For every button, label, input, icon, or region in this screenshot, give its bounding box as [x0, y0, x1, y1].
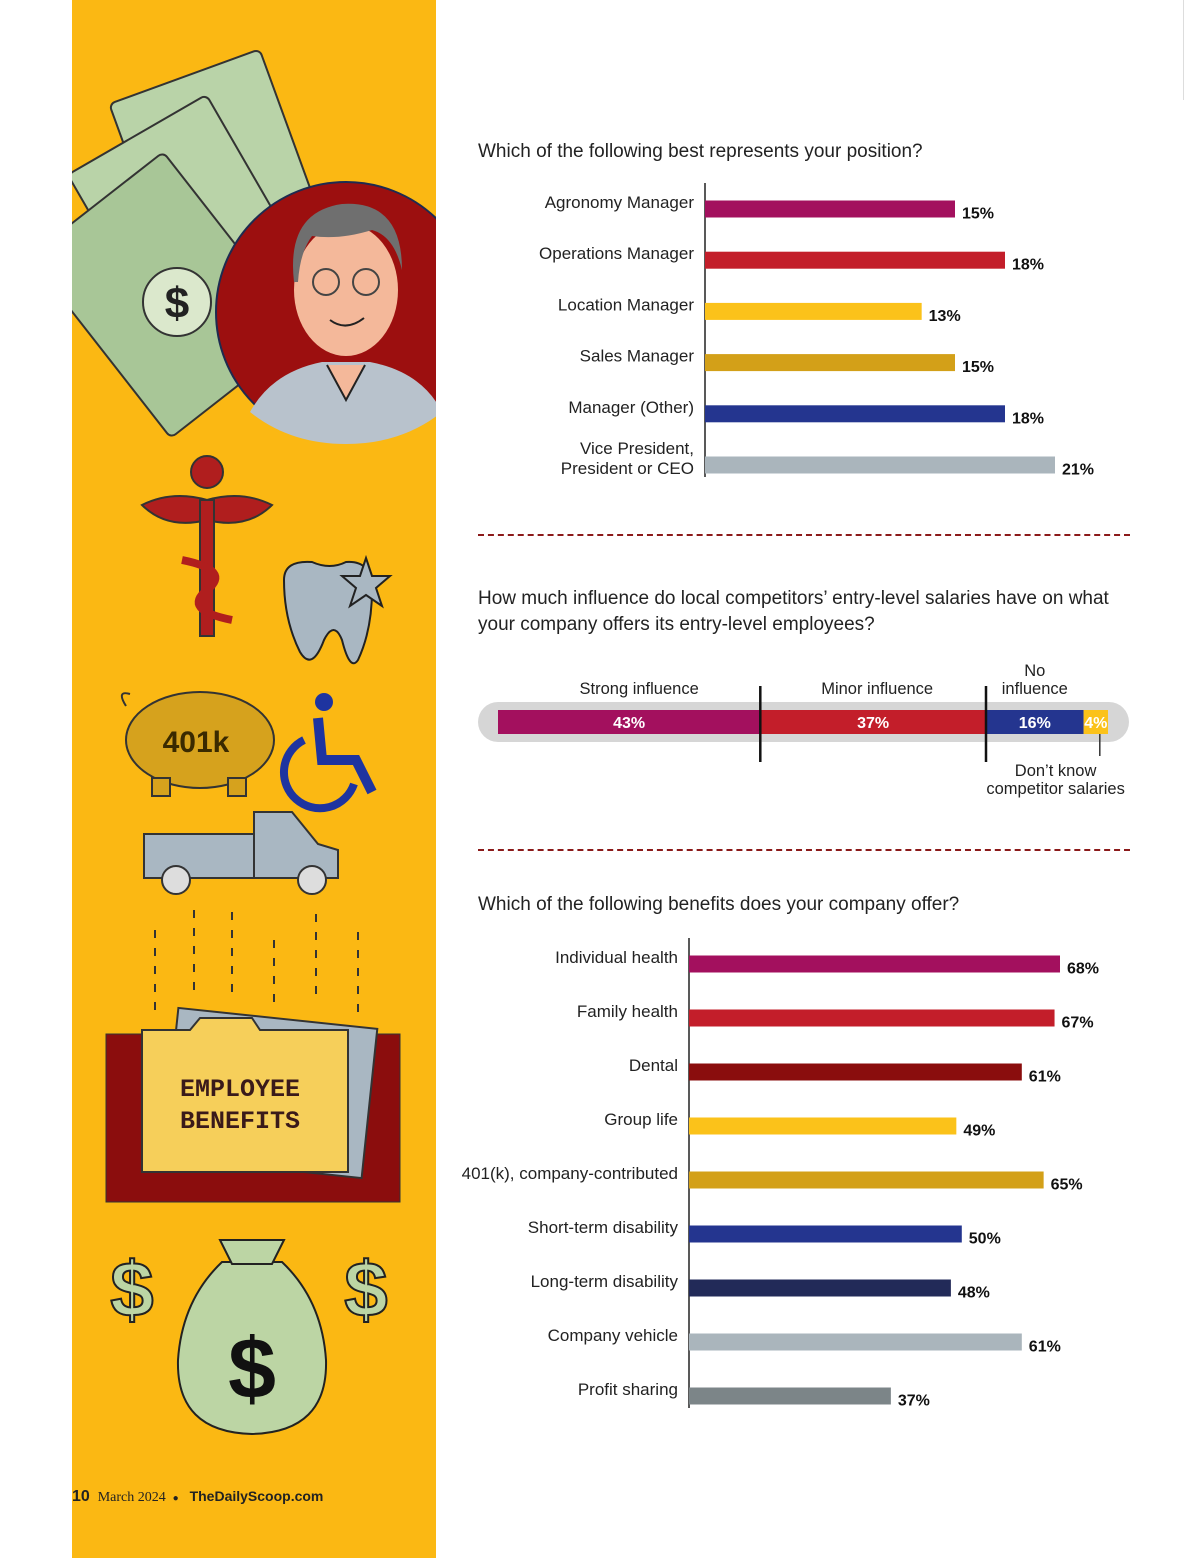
category-label: Company vehicle [548, 1326, 678, 1345]
value-label: 13% [929, 308, 961, 325]
value-label: 49% [963, 1123, 995, 1140]
segment [760, 710, 986, 734]
bar [689, 1387, 891, 1405]
category-label: Don’t know [1015, 762, 1097, 780]
segment [498, 710, 761, 734]
bar [705, 456, 1055, 474]
category-label: Individual health [555, 948, 678, 967]
pickup-truck-icon [143, 811, 339, 895]
bar [705, 200, 955, 218]
category-label: Family health [577, 1002, 678, 1021]
value-label: 15% [962, 206, 994, 223]
segment-value-label: 37% [857, 715, 889, 732]
footer-bullet: ● [172, 1493, 179, 1504]
category-label: competitor salaries [986, 780, 1124, 798]
wheelchair-accessibility-icon [279, 693, 377, 813]
category-label: 401(k), company-contributed [462, 1164, 678, 1183]
value-label: 68% [1067, 961, 1099, 978]
value-label: 61% [1029, 1339, 1061, 1356]
category-label: Strong influence [580, 680, 699, 698]
svg-text:$: $ [344, 1245, 387, 1333]
value-label: 61% [1029, 1069, 1061, 1086]
value-label: 21% [1062, 462, 1094, 479]
falling-lines-decoration [154, 910, 359, 1012]
benefits-bar-chart: Individual health 68% Family health 67% Dent… [462, 938, 1099, 1410]
svg-text:$: $ [110, 1245, 153, 1333]
issue-date: March 2024 [97, 1490, 166, 1505]
bar [689, 955, 1060, 973]
category-label: Sales Manager [580, 347, 695, 366]
category-label: Manager (Other) [568, 398, 694, 417]
svg-text:$: $ [228, 1321, 276, 1417]
value-label: 65% [1051, 1177, 1083, 1194]
segment-value-label: 16% [1019, 715, 1051, 732]
money-bag-icon: $ $ $ [109, 1239, 389, 1436]
question-position: Which of the following best represents y… [478, 141, 923, 162]
category-label: President or CEO [561, 459, 694, 478]
bar [705, 302, 922, 320]
category-label: Location Manager [558, 295, 694, 314]
segment-value-label: 4% [1084, 715, 1107, 732]
bar [689, 1009, 1055, 1027]
folder-label-line2: BENEFITS [180, 1107, 300, 1136]
value-label: 67% [1062, 1015, 1094, 1032]
category-label: Short-term disability [528, 1218, 679, 1237]
bar [689, 1117, 957, 1135]
category-label: No [1024, 662, 1045, 680]
category-label: Agronomy Manager [545, 193, 695, 212]
segment-value-label: 43% [613, 715, 645, 732]
person-avatar-icon [215, 181, 436, 444]
category-label: Operations Manager [539, 244, 694, 263]
benefits-illustration: $ 401k [72, 49, 436, 1436]
value-label: 50% [969, 1231, 1001, 1248]
bar [705, 405, 1005, 423]
category-label: Dental [629, 1056, 678, 1075]
category-label: Minor influence [821, 680, 933, 698]
bar [689, 1063, 1022, 1081]
bar [705, 251, 1005, 269]
employee-benefits-folder-icon: EMPLOYEE BENEFITS [105, 1006, 401, 1203]
caduceus-icon [140, 455, 274, 637]
value-label: 15% [962, 359, 994, 376]
bar [705, 354, 955, 372]
value-label: 18% [1012, 410, 1044, 427]
tooth-icon [282, 554, 393, 665]
category-label: Vice President, [580, 439, 694, 458]
category-label: Long-term disability [531, 1272, 679, 1291]
piggy-bank-401k-icon: 401k [120, 691, 275, 797]
category-label: Profit sharing [578, 1380, 678, 1399]
value-label: 37% [898, 1393, 930, 1410]
value-label: 48% [958, 1285, 990, 1302]
category-label: Group life [604, 1110, 678, 1129]
question-influence: How much influence do local competitors’… [478, 588, 1109, 635]
page-edge-line [1183, 0, 1184, 100]
segment [1083, 710, 1108, 734]
bar [689, 1225, 962, 1243]
piggy-bank-label: 401k [163, 726, 230, 759]
bar [689, 1333, 1022, 1351]
section-divider-1 [478, 534, 1130, 536]
bar [689, 1171, 1044, 1189]
question-benefits: Which of the following benefits does you… [478, 894, 960, 915]
section-divider-2 [478, 849, 1130, 851]
svg-text:$: $ [165, 279, 189, 328]
segment [986, 710, 1084, 734]
position-bar-chart: Agronomy Manager 15% Operations Manager 18%… [539, 183, 1094, 479]
category-label: influence [1002, 680, 1068, 698]
page-number: 10 [72, 1488, 90, 1505]
page-footer: 10 March 2024 ● TheDailyScoop.com [72, 1488, 323, 1506]
folder-label-line1: EMPLOYEE [180, 1075, 300, 1104]
bar [689, 1279, 951, 1297]
site-link[interactable]: TheDailyScoop.com [189, 1488, 324, 1504]
value-label: 18% [1012, 257, 1044, 274]
influence-stacked-bar: 43% 37% 16% 4% Strong influence Minor influen… [478, 662, 1129, 798]
